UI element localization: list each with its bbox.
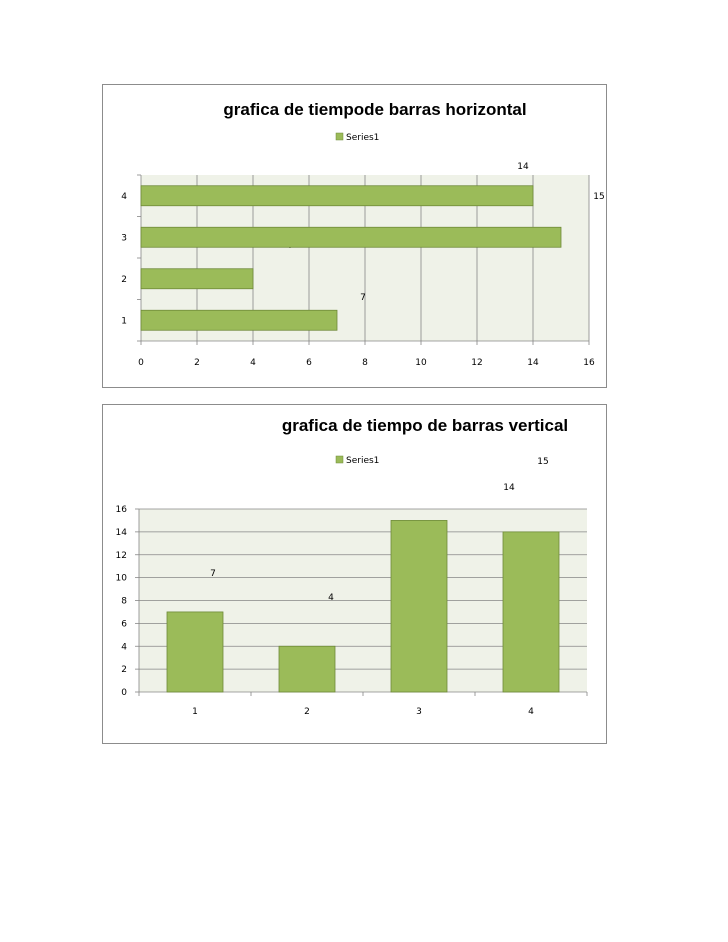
x-tick-label: 2 — [304, 707, 310, 717]
data-label: 7 — [360, 293, 366, 303]
data-label: 15 — [537, 457, 548, 467]
y-tick-label: 3 — [121, 233, 127, 243]
x-tick-label: 4 — [528, 707, 534, 717]
y-tick-label: 12 — [116, 551, 127, 561]
x-tick-label: 12 — [471, 358, 482, 368]
y-tick-label: 2 — [121, 665, 127, 675]
x-tick-label: 10 — [415, 358, 427, 368]
chart-title: grafica de tiempo de barras vertical — [282, 416, 568, 435]
bar — [390, 520, 448, 693]
bar — [140, 309, 338, 331]
data-label: 14 — [517, 162, 529, 172]
horizontal-bar-chart: grafica de tiempode barras horizontal Se… — [102, 84, 607, 388]
x-tick-label: 2 — [194, 358, 200, 368]
x-tick-label: 3 — [416, 707, 422, 717]
y-tick-label: 14 — [116, 528, 128, 538]
x-tick-label: 6 — [306, 358, 312, 368]
x-tick-label: 0 — [138, 358, 144, 368]
y-tick-label: 4 — [121, 192, 127, 202]
horizontal-bar-chart-canvas: grafica de tiempode barras horizontal Se… — [121, 100, 604, 368]
x-tick-label: 1 — [192, 707, 198, 717]
legend-label: Series1 — [346, 456, 379, 466]
vertical-bar-chart-canvas: grafica de tiempo de barras vertical Ser… — [116, 416, 588, 717]
y-tick-label: 16 — [116, 505, 128, 515]
legend-label: Series1 — [346, 133, 379, 143]
x-tick-label: 4 — [250, 358, 256, 368]
bar — [278, 645, 336, 693]
legend-swatch — [335, 455, 344, 464]
y-tick-label: 2 — [121, 275, 127, 285]
x-tick-label: 8 — [362, 358, 368, 368]
data-label: 7 — [210, 569, 216, 579]
x-tick-label: 16 — [583, 358, 595, 368]
bar — [166, 611, 224, 693]
y-tick-label: 8 — [121, 597, 127, 607]
y-tick-label: 1 — [121, 316, 127, 326]
vertical-bar-chart: grafica de tiempo de barras vertical Ser… — [102, 404, 607, 744]
data-label: 14 — [503, 483, 515, 493]
y-tick-label: 10 — [116, 574, 128, 584]
x-tick-label: 14 — [527, 358, 539, 368]
data-label: 4 — [328, 593, 334, 603]
chart-title: grafica de tiempode barras horizontal — [223, 100, 526, 119]
y-tick-label: 6 — [121, 619, 127, 629]
bar — [140, 268, 254, 290]
legend-swatch — [335, 132, 344, 141]
data-label: 15 — [593, 192, 604, 202]
bar — [502, 531, 560, 693]
y-tick-label: 0 — [121, 688, 127, 698]
y-tick-label: 4 — [121, 642, 127, 652]
bar — [140, 185, 534, 207]
bar — [140, 226, 562, 248]
